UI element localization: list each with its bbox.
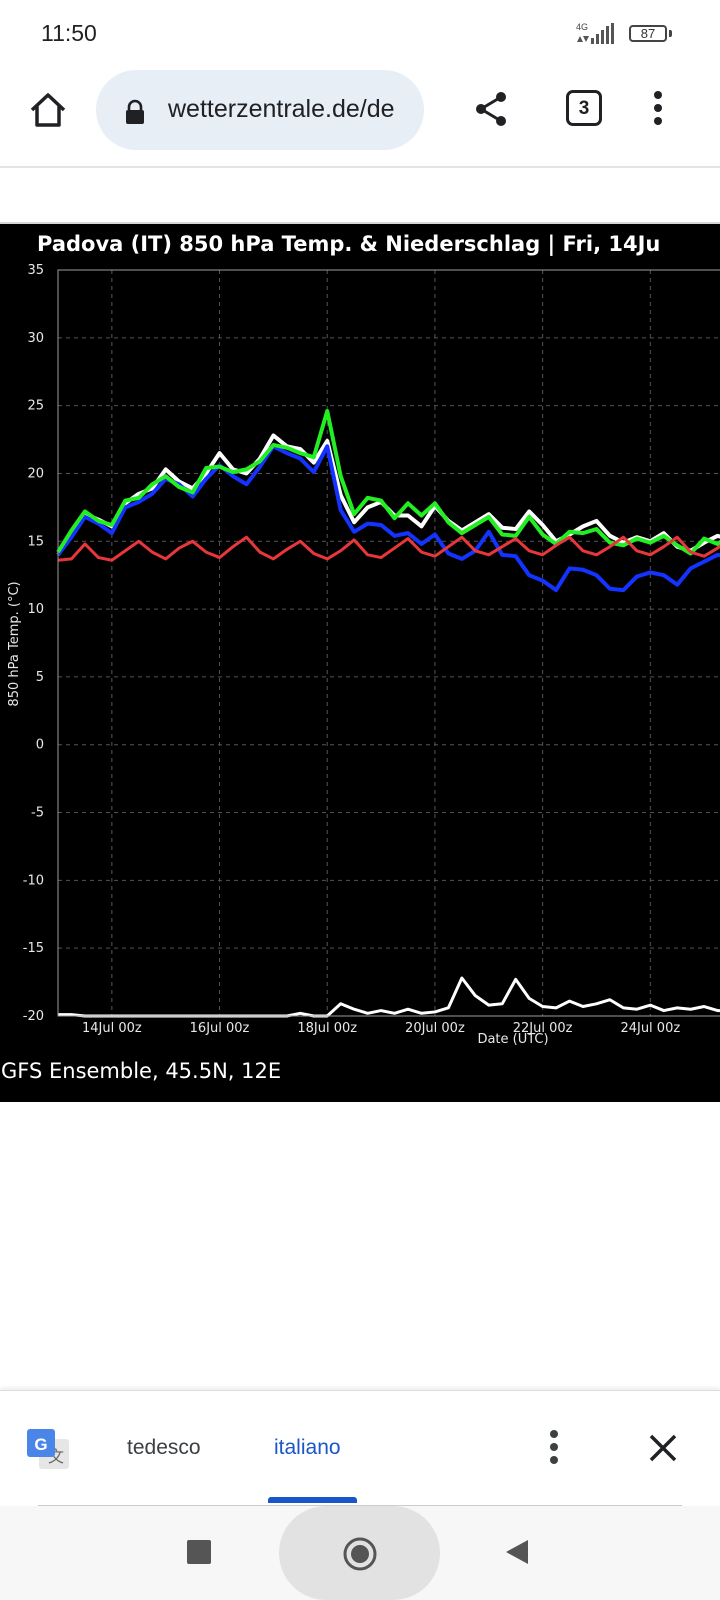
y-tick-label: 35 bbox=[27, 263, 44, 278]
home-button[interactable] bbox=[279, 1506, 440, 1600]
divider bbox=[0, 222, 720, 224]
precipitation-mean-series-line bbox=[58, 976, 720, 1018]
browser-toolbar: wetterzentrale.de/de 3 bbox=[0, 66, 720, 168]
status-bar: 11:50 4G 87 bbox=[0, 0, 720, 66]
system-navigation-bar bbox=[0, 1506, 720, 1600]
x-tick-label: 22Jul 00z bbox=[513, 1021, 573, 1036]
tab-switcher-button[interactable]: 3 bbox=[566, 90, 602, 126]
battery-icon bbox=[669, 30, 672, 37]
back-triangle-icon[interactable] bbox=[504, 1538, 530, 1571]
address-bar[interactable]: wetterzentrale.de/de bbox=[96, 70, 424, 150]
x-tick-label: 20Jul 00z bbox=[405, 1021, 465, 1036]
y-tick-label: -15 bbox=[23, 941, 44, 956]
x-axis-label: Date (UTC) bbox=[477, 1032, 548, 1047]
home-icon[interactable] bbox=[28, 90, 68, 130]
x-tick-label: 18Jul 00z bbox=[297, 1021, 357, 1036]
google-translate-icon: 文 G bbox=[26, 1428, 72, 1479]
overflow-menu-icon[interactable] bbox=[653, 90, 663, 131]
home-circle-icon bbox=[342, 1536, 378, 1577]
y-tick-label: 25 bbox=[27, 399, 44, 414]
x-tick-label: 14Jul 00z bbox=[82, 1021, 142, 1036]
battery-indicator: 87 bbox=[629, 25, 667, 42]
mean-series-line bbox=[56, 433, 720, 556]
chart-footer: GFS Ensemble, 45.5N, 12E bbox=[1, 1059, 282, 1083]
y-tick-label: 10 bbox=[27, 602, 44, 617]
climatology-series-line bbox=[57, 535, 720, 562]
y-axis-label: 850 hPa Temp. (°C) bbox=[7, 581, 22, 706]
y-tick-label: -20 bbox=[23, 1009, 44, 1024]
selected-tab-indicator bbox=[268, 1497, 357, 1503]
x-tick-label: 16Jul 00z bbox=[190, 1021, 250, 1036]
chart-plot: 35 30 25 20 15 10 5 0 -5 -10 -15 -20 14Jul 00z 16Jul… bbox=[7, 263, 720, 1047]
y-tick-label: 5 bbox=[36, 670, 44, 685]
svg-text:4G: 4G bbox=[576, 22, 588, 32]
signal-icon: 4G bbox=[574, 20, 624, 51]
y-tick-label: 0 bbox=[36, 738, 44, 753]
divider bbox=[38, 1505, 682, 1506]
chart-title: Padova (IT) 850 hPa Temp. & Niederschlag… bbox=[37, 232, 661, 256]
y-tick-label: -10 bbox=[23, 873, 44, 888]
share-icon[interactable] bbox=[474, 90, 508, 133]
translate-bar: 文 G tedesco italiano bbox=[0, 1390, 720, 1507]
close-icon[interactable] bbox=[648, 1433, 678, 1468]
target-language-tab[interactable]: italiano bbox=[274, 1436, 341, 1459]
lock-icon bbox=[124, 99, 146, 130]
url-text: wetterzentrale.de/de bbox=[168, 95, 395, 123]
clock: 11:50 bbox=[41, 20, 97, 46]
source-language-tab[interactable]: tedesco bbox=[127, 1436, 201, 1459]
control-series-line bbox=[56, 444, 720, 593]
x-tick-label: 24Jul 00z bbox=[620, 1021, 680, 1036]
y-tick-label: 15 bbox=[27, 534, 44, 549]
y-tick-label: 30 bbox=[27, 331, 44, 346]
recent-apps-button[interactable] bbox=[187, 1540, 211, 1564]
y-tick-label: 20 bbox=[27, 466, 44, 481]
y-tick-label: -5 bbox=[31, 806, 44, 821]
svg-text:G: G bbox=[34, 1435, 47, 1454]
translate-options-icon[interactable] bbox=[549, 1429, 559, 1470]
ensemble-chart: Padova (IT) 850 hPa Temp. & Niederschlag… bbox=[0, 224, 720, 1102]
